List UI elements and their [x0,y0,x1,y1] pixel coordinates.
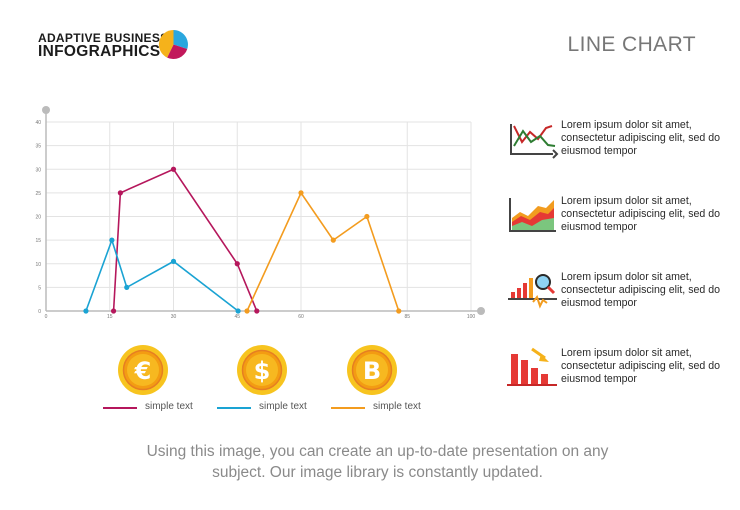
side-item-4-text: Lorem ipsum dolor sit amet, consectetur … [561,347,720,385]
legend-label: simple text [145,401,193,412]
logo-line1: ADAPTIVE BUSINESS [38,31,169,45]
y-tick-label: 0 [38,309,41,315]
falling-bar-chart-icon [507,347,557,386]
svg-text:B: B [363,357,381,385]
y-axis-end-cap [42,106,50,114]
series-line-3 [246,191,400,312]
side-item-4: Lorem ipsum dolor sit amet, consectetur … [500,346,730,396]
side-item-1: Lorem ipsum dolor sit amet, consectetur … [500,118,730,168]
legend-swatch [331,407,365,409]
data-point [330,237,336,243]
euro-coin-icon: € [118,345,168,395]
x-tick-label: 85 [404,314,410,320]
side-item-2: Lorem ipsum dolor sit amet, consectetur … [500,194,730,244]
page-title: LINE CHART [567,33,696,56]
data-point [170,258,177,264]
chart-grid [46,121,472,311]
series-line-2 [85,237,239,312]
data-point [83,308,89,314]
chart-tick-labels: 0 5 10 15 20 25 30 35 40 0 15 30 45 60 85 100 [35,120,475,320]
bitcoin-coin-icon: B [347,345,397,395]
data-point [117,190,123,196]
x-tick-label: 45 [234,314,240,320]
svg-text:€: € [134,357,152,385]
legend-label: simple text [259,401,307,412]
line-chart: 0 5 10 15 20 25 30 35 40 0 15 30 45 60 85 100 [35,106,485,320]
data-point [364,213,370,220]
data-point [244,308,250,314]
data-point [170,166,177,172]
side-item-1-text: Lorem ipsum dolor sit amet, consectetur … [561,119,720,157]
data-point [110,308,117,314]
legend-label: simple text [373,401,421,412]
x-tick-label: 15 [107,314,113,320]
data-point [234,261,240,267]
legend-swatch [217,407,251,409]
chart-series [83,166,402,314]
svg-text:$: $ [254,357,271,385]
dollar-coin-icon: $ [237,345,287,395]
data-point [396,308,402,314]
legend-swatch [103,407,137,409]
x-tick-label: 60 [298,314,304,320]
side-item-3-text: Lorem ipsum dolor sit amet, consectetur … [561,271,720,309]
logo-line2: INFOGRAPHICS [38,43,161,60]
side-item-2-text: Lorem ipsum dolor sit amet, consectetur … [561,195,720,233]
y-tick-label: 35 [35,144,41,150]
y-tick-label: 30 [35,167,41,173]
y-tick-label: 40 [35,120,41,126]
x-tick-label: 100 [467,314,476,320]
y-tick-label: 25 [35,191,41,197]
x-axis-end-cap [477,307,485,315]
data-point [254,308,260,314]
area-chart-icon [509,198,556,232]
x-tick-label: 30 [171,314,177,320]
side-item-3: Lorem ipsum dolor sit amet, consectetur … [500,270,730,320]
magnifier-chart-icon [508,274,557,309]
data-point [235,308,241,314]
pie-chart-icon [158,29,188,60]
line-chart-icon [510,124,559,159]
data-point [109,237,115,243]
y-tick-label: 20 [35,215,41,221]
footer-text: Using this image, you can create an up-t… [146,443,609,481]
y-tick-label: 10 [35,262,41,268]
y-tick-label: 15 [35,238,41,244]
data-point [298,190,304,196]
data-point [124,284,130,290]
chart-axes [42,106,485,315]
y-tick-label: 5 [38,285,41,291]
x-tick-label: 0 [45,314,48,320]
